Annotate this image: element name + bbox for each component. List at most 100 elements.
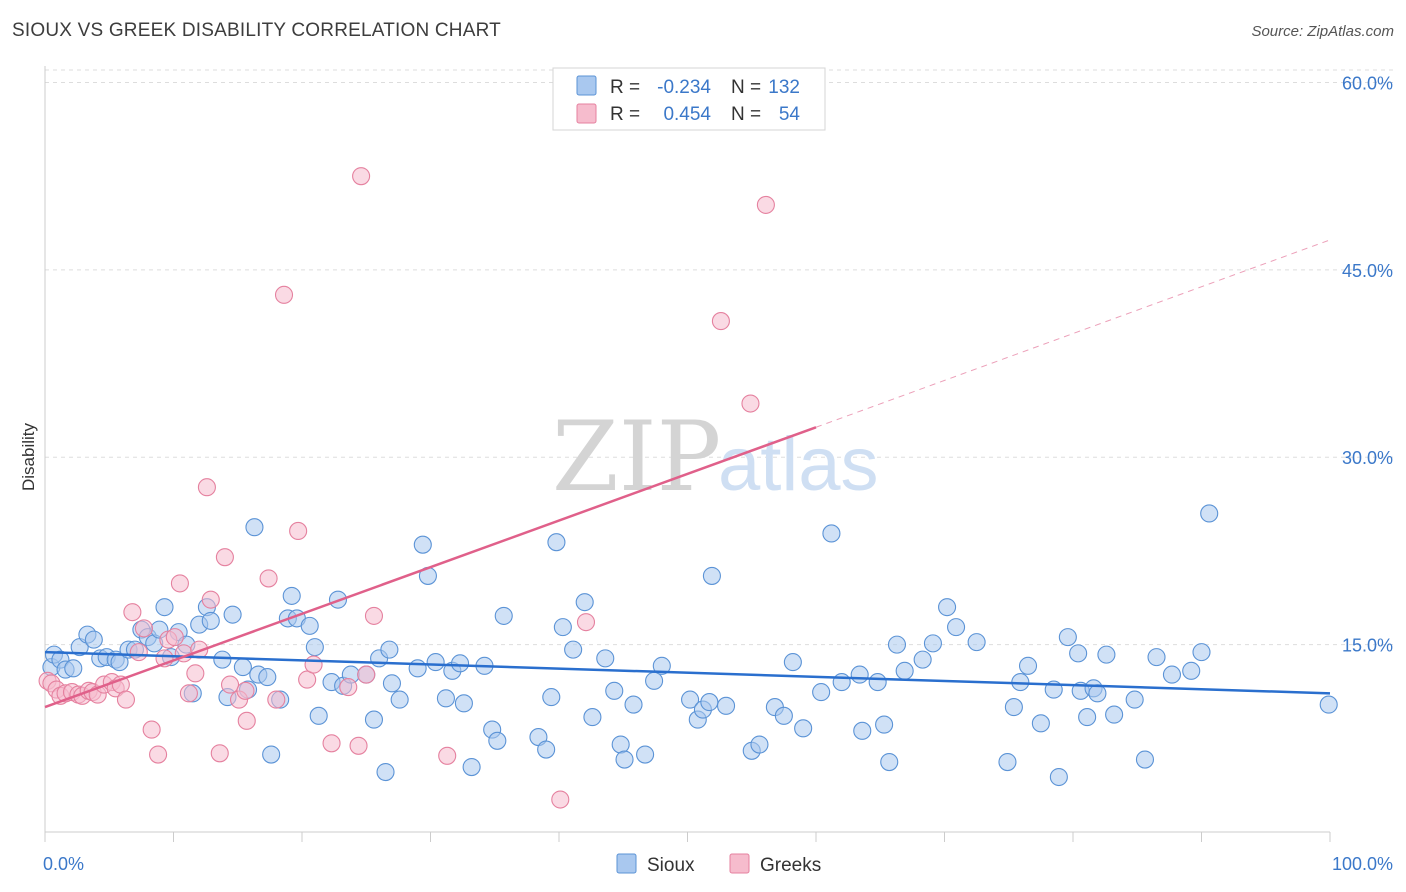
point-greeks	[215, 548, 234, 567]
point-sioux	[537, 740, 556, 759]
point-greeks	[267, 690, 286, 709]
point-sioux	[868, 673, 887, 692]
series-legend: Sioux Greeks	[616, 853, 821, 876]
point-greeks	[201, 590, 220, 609]
y-tick-label: 30.0%	[1342, 448, 1393, 468]
point-greeks	[142, 720, 161, 739]
point-sioux	[64, 659, 83, 678]
point-sioux	[390, 690, 409, 709]
point-sioux	[1135, 750, 1155, 769]
point-sioux	[700, 693, 719, 712]
point-sioux	[887, 635, 907, 654]
point-sioux	[1078, 708, 1097, 727]
legend-n-value-sioux: 132	[768, 77, 800, 98]
point-sioux	[1004, 698, 1023, 717]
point-sioux	[716, 696, 736, 715]
data-points	[38, 167, 1338, 809]
point-greeks	[756, 195, 775, 214]
point-greeks	[237, 711, 256, 730]
trend-line-greeks	[44, 426, 817, 709]
point-sioux	[1162, 665, 1181, 684]
point-sioux	[451, 654, 470, 673]
point-sioux	[258, 668, 277, 687]
point-greeks	[116, 690, 136, 709]
point-sioux	[923, 634, 942, 653]
point-sioux	[84, 630, 103, 649]
x-tick-labels: 0.0% 100.0%	[43, 854, 1393, 874]
series-legend-swatch-greeks	[729, 853, 750, 874]
point-sioux	[645, 671, 664, 690]
point-sioux	[1125, 690, 1144, 709]
point-sioux	[1182, 661, 1201, 680]
legend-row-greeks: R = 0.454 N = 54	[576, 103, 801, 125]
point-sioux	[822, 524, 841, 543]
x-tick-label-end: 100.0%	[1332, 854, 1393, 874]
point-sioux	[201, 611, 220, 630]
point-greeks	[129, 643, 148, 662]
point-sioux	[1088, 684, 1107, 703]
point-sioux	[233, 658, 252, 677]
point-greeks	[236, 681, 255, 700]
point-greeks	[741, 394, 760, 413]
point-sioux	[564, 640, 583, 659]
point-greeks	[357, 665, 376, 684]
point-sioux	[1069, 644, 1088, 663]
point-sioux	[1319, 695, 1338, 714]
point-sioux	[462, 757, 481, 777]
point-sioux	[652, 656, 671, 675]
point-sioux	[382, 674, 402, 693]
point-sioux	[615, 750, 634, 769]
point-sioux	[998, 752, 1017, 772]
point-sioux	[636, 745, 655, 764]
point-greeks	[711, 312, 730, 331]
x-tick-label-start: 0.0%	[43, 854, 84, 874]
point-sioux	[305, 638, 324, 657]
point-sioux	[553, 618, 572, 637]
point-sioux	[875, 715, 894, 734]
point-sioux	[947, 618, 966, 637]
point-sioux	[262, 745, 281, 764]
trend-lines	[44, 239, 1331, 709]
point-greeks	[197, 478, 216, 497]
point-sioux	[681, 690, 700, 709]
point-greeks	[274, 285, 294, 304]
legend-swatch-greeks	[576, 103, 597, 124]
point-greeks	[165, 628, 184, 647]
point-sioux	[309, 706, 328, 725]
trend-line-greeks-extension	[815, 239, 1331, 428]
point-greeks	[149, 745, 168, 764]
point-sioux	[702, 566, 721, 585]
legend-n-value-greeks: 54	[779, 104, 801, 125]
point-sioux	[494, 606, 513, 625]
point-sioux	[853, 721, 872, 740]
point-sioux	[812, 683, 831, 702]
y-axis-label: Disability	[19, 422, 38, 491]
point-greeks	[304, 655, 323, 674]
point-sioux	[938, 598, 957, 617]
watermark-atlas: atlas	[718, 422, 879, 507]
point-sioux	[1018, 656, 1038, 675]
point-greeks	[123, 603, 142, 622]
point-sioux	[223, 605, 242, 624]
point-sioux	[1105, 705, 1124, 724]
point-sioux	[155, 598, 174, 617]
point-sioux	[611, 735, 630, 754]
point-sioux	[542, 688, 561, 707]
point-sioux	[488, 731, 507, 750]
point-sioux	[1058, 628, 1077, 647]
point-sioux	[850, 665, 869, 684]
point-greeks	[170, 574, 189, 593]
legend-n-label: N =	[731, 77, 761, 98]
point-sioux	[774, 706, 793, 725]
point-sioux	[596, 649, 615, 668]
point-greeks	[364, 606, 384, 625]
point-greeks	[551, 790, 570, 809]
point-sioux	[282, 586, 301, 605]
legend-frame	[552, 67, 826, 131]
point-sioux	[1147, 648, 1166, 667]
point-sioux	[364, 710, 384, 729]
legend-r-value-sioux: -0.234	[657, 77, 711, 98]
point-sioux	[895, 661, 914, 680]
point-sioux	[426, 653, 445, 672]
